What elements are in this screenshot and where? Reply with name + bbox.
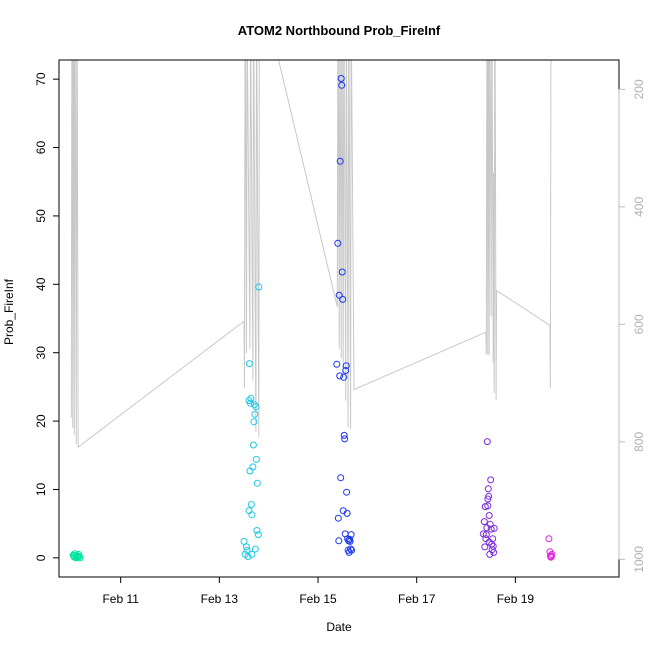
data-point — [245, 507, 253, 515]
data-point — [254, 531, 262, 539]
data-point — [337, 75, 345, 82]
data-point — [250, 401, 258, 409]
series-line — [70, 59, 552, 449]
right-tick-label: 800 — [632, 432, 646, 452]
data-point — [348, 546, 356, 554]
data-point — [334, 514, 342, 522]
data-point — [338, 268, 346, 276]
data-point — [490, 548, 498, 556]
data-point — [335, 537, 343, 545]
point-layer — [69, 75, 556, 562]
data-point — [481, 543, 489, 551]
y-tick-label: 30 — [34, 346, 48, 360]
data-point — [342, 367, 350, 374]
data-point — [246, 467, 254, 475]
data-point — [487, 476, 495, 484]
data-point — [244, 553, 252, 560]
x-axis-label: Date — [326, 620, 352, 634]
data-point — [343, 509, 351, 517]
data-point — [340, 373, 348, 381]
data-point — [253, 479, 261, 487]
y-tick-label: 60 — [34, 141, 48, 155]
y-axis: 0 10 20 30 40 50 60 70 — [34, 72, 60, 561]
x-axis: Feb 11 Feb 13 Feb 15 Feb 17 Feb 19 — [102, 576, 535, 606]
data-point — [336, 372, 344, 380]
data-point — [483, 438, 491, 446]
data-point — [255, 283, 263, 291]
data-point — [484, 485, 492, 493]
y-tick-label: 0 — [34, 554, 48, 561]
data-point — [248, 511, 256, 519]
data-point — [76, 554, 84, 562]
data-point — [482, 531, 490, 539]
data-point — [249, 441, 257, 449]
data-point — [248, 550, 256, 558]
data-point — [490, 524, 498, 532]
x-tick-label: Feb 11 — [102, 592, 139, 606]
data-point — [335, 291, 343, 299]
data-point — [336, 157, 344, 165]
y-tick-label: 50 — [34, 209, 48, 223]
right-tick-label: 200 — [632, 79, 646, 99]
y-tick-label: 20 — [34, 414, 48, 428]
data-point — [333, 360, 341, 368]
data-point — [343, 488, 351, 496]
x-tick-label: Feb 15 — [299, 592, 337, 606]
right-axis: 200 400 600 800 1000 — [618, 79, 646, 573]
data-point — [347, 545, 355, 553]
data-point — [486, 520, 494, 528]
data-point — [252, 403, 260, 411]
data-point — [337, 474, 345, 482]
x-tick-label: Feb 17 — [398, 592, 436, 606]
y-tick-label: 40 — [34, 277, 48, 291]
x-tick-label: Feb 19 — [497, 592, 535, 606]
data-point — [485, 538, 493, 546]
y-tick-label: 10 — [34, 482, 48, 496]
data-point — [251, 410, 259, 418]
y-axis-label: Prob_FireInf — [2, 278, 16, 345]
data-point — [240, 537, 248, 545]
data-point — [340, 431, 348, 439]
data-point — [243, 543, 250, 551]
data-point — [247, 395, 255, 402]
data-point — [334, 239, 342, 247]
data-point — [487, 525, 495, 533]
data-point — [485, 512, 493, 519]
data-point — [74, 553, 82, 560]
right-tick-label: 1000 — [632, 546, 646, 573]
x-tick-label: Feb 13 — [201, 592, 239, 606]
data-point — [251, 545, 259, 553]
data-point — [249, 463, 257, 471]
data-point — [252, 455, 260, 463]
data-point — [339, 295, 347, 303]
data-point — [545, 535, 553, 543]
data-point — [489, 535, 497, 543]
data-point — [246, 399, 254, 407]
data-point — [548, 550, 556, 558]
data-point — [70, 552, 78, 560]
data-point — [347, 531, 355, 539]
data-point — [342, 362, 350, 370]
data-point — [480, 518, 488, 526]
data-point — [484, 502, 492, 510]
data-point — [253, 527, 261, 534]
y-tick-label: 70 — [34, 72, 48, 86]
chart-title: ATOM2 Northbound Prob_FireInf — [238, 23, 441, 38]
data-point — [346, 537, 354, 545]
data-point — [341, 435, 349, 443]
data-point — [247, 501, 255, 508]
data-point — [338, 81, 346, 89]
data-point — [485, 492, 493, 500]
background-line-layer — [70, 59, 552, 449]
right-tick-label: 600 — [632, 314, 646, 334]
data-point — [250, 418, 258, 426]
data-point — [245, 360, 253, 368]
right-tick-label: 400 — [632, 197, 646, 217]
